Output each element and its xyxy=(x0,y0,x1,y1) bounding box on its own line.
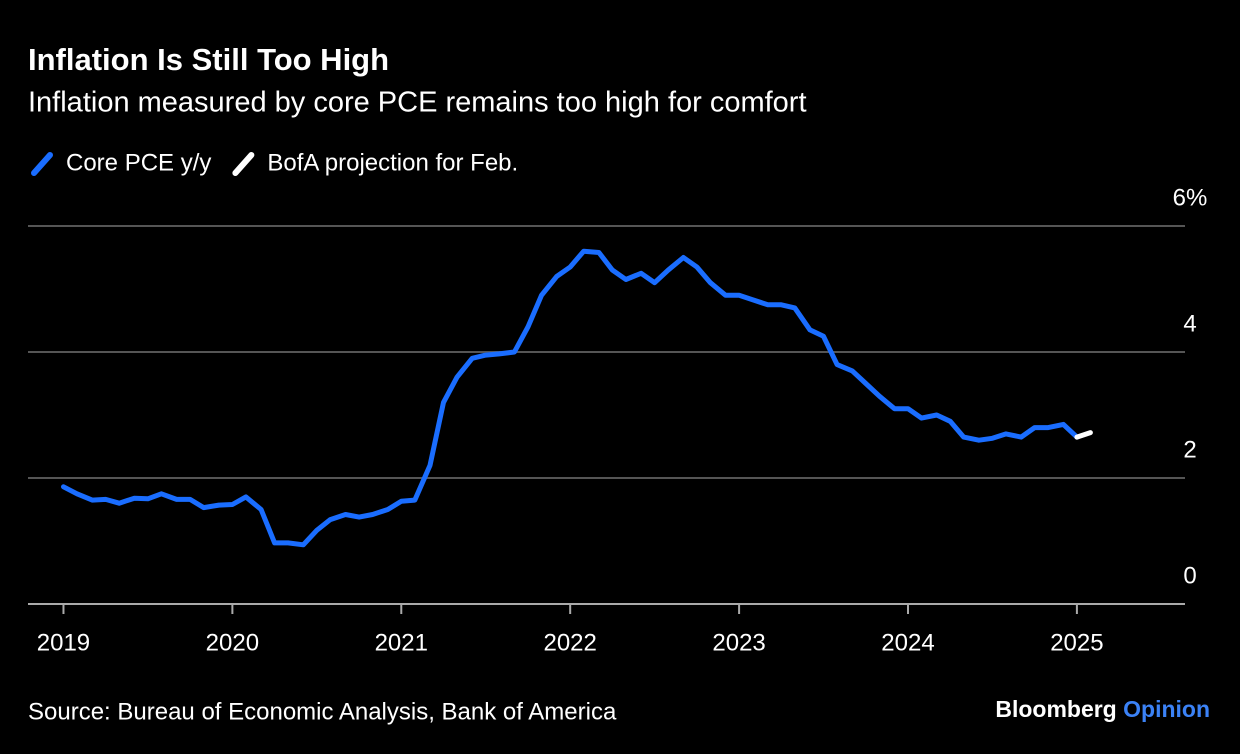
brand-name: Bloomberg xyxy=(995,696,1116,722)
y-tick-label: 0 xyxy=(1183,562,1196,589)
legend-label: Core PCE y/y xyxy=(66,149,211,176)
legend-label: BofA projection for Feb. xyxy=(267,149,518,176)
x-tick-label: 2020 xyxy=(206,629,259,656)
series-line xyxy=(61,248,1080,548)
y-tick-label: 6% xyxy=(1173,184,1208,211)
branding: Bloomberg Opinion xyxy=(995,696,1210,722)
chart-subtitle: Inflation measured by core PCE remains t… xyxy=(28,87,807,119)
x-tick-label: 2023 xyxy=(712,629,765,656)
x-tick-label: 2021 xyxy=(375,629,428,656)
x-tick-label: 2019 xyxy=(37,629,90,656)
chart-title: Inflation Is Still Too High xyxy=(28,42,389,77)
x-tick-label: 2024 xyxy=(881,629,934,656)
x-tick-label: 2022 xyxy=(543,629,596,656)
series-line xyxy=(1074,430,1093,440)
source: Source: Bureau of Economic Analysis, Ban… xyxy=(28,698,617,725)
legend-swatch xyxy=(232,152,255,176)
x-tick-label: 2025 xyxy=(1050,629,1103,656)
brand-suffix: Opinion xyxy=(1123,696,1210,722)
y-tick-label: 4 xyxy=(1183,310,1196,337)
legend-swatch xyxy=(31,152,53,176)
y-tick-label: 2 xyxy=(1183,436,1196,463)
